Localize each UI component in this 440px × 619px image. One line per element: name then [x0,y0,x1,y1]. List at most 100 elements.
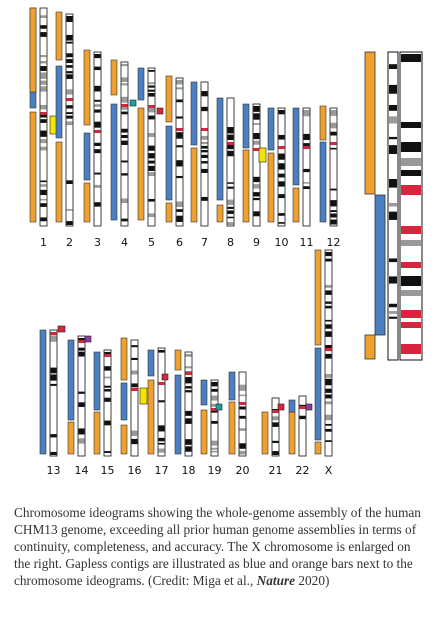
band-9 [253,197,260,201]
band-12 [330,131,337,136]
enlarged-x-detail-band [401,290,421,296]
band-17 [158,437,165,442]
enlarged-x-detail-band [401,276,421,286]
centromere-X [325,348,332,351]
band-19 [211,447,218,450]
chromosome-label-18: 18 [182,464,196,477]
band-1 [40,55,47,58]
band-12 [330,188,337,191]
band-5 [148,85,155,88]
band-14 [78,428,85,435]
marker-17 [161,373,169,381]
contig-bar-22 [288,399,296,413]
band-20 [239,428,246,431]
chromosome-label-4: 4 [121,236,128,249]
band-4 [121,77,128,82]
enlarged-x-detail-band [401,122,421,128]
band-2 [66,53,73,58]
band-X [325,305,332,309]
band-4 [121,218,128,222]
band-13 [50,451,57,455]
band-14 [78,347,85,351]
chromosome-label-9: 9 [253,236,260,249]
band-1 [40,180,47,183]
band-2 [66,121,73,126]
chromosome-label-11: 11 [300,236,314,249]
centromere-2 [66,98,73,101]
band-7 [201,154,208,159]
band-10 [278,134,285,140]
band-3 [94,142,101,146]
band-14 [78,351,85,357]
chromosome-13 [49,329,58,457]
band-X [325,414,332,421]
band-10 [278,213,285,216]
contig-bar-6 [165,202,173,223]
band-10 [278,194,285,199]
band-X [325,284,332,288]
centromere-17 [158,382,165,385]
band-1 [40,189,47,196]
centromere-16 [131,388,138,391]
contig-bar-10 [267,107,275,151]
chromosome-15 [103,349,112,457]
marker-16 [139,387,148,405]
centromere-13 [50,332,57,335]
marker-5 [156,107,164,115]
band-9 [253,176,260,183]
band-4 [121,140,128,145]
band-16 [131,345,138,348]
band-1 [40,72,47,79]
contig-bar-X [314,249,322,346]
band-9 [253,113,260,120]
chromosome-label-19: 19 [208,464,222,477]
enlarged-x-detail-band [401,54,421,62]
contig-bar-20 [228,401,236,455]
band-3 [94,149,101,154]
band-3 [94,104,101,107]
band-2 [66,34,73,41]
band-13 [50,335,57,342]
chromosome-8 [226,97,235,227]
enlarged-x-detail-band [401,310,421,318]
band-8 [227,216,234,219]
enlarged-x-detail-band [401,344,421,354]
band-X [325,373,332,378]
band-15 [104,420,111,426]
marker-14 [84,335,92,343]
chromosome-21 [271,397,280,457]
centromere-1 [40,112,47,115]
band-1 [40,104,47,110]
marker-21 [277,403,285,411]
contig-bar-17 [147,379,155,455]
band-4 [121,83,128,86]
enlarged-x-band [389,202,397,207]
band-15 [104,451,111,453]
enlarged-x-band [389,136,397,140]
contig-bar-4 [110,59,118,96]
contig-bar-21 [261,411,269,455]
chromosome-label-15: 15 [101,464,115,477]
band-20 [239,406,246,410]
band-5 [148,132,155,137]
chromosome-label-1: 1 [40,236,47,249]
enlarged-x-contig-orange-top [364,51,376,195]
enlarged-x-detail-band [401,158,421,166]
band-4 [121,173,128,176]
band-6 [176,145,183,148]
chromosome-label-2: 2 [66,236,73,249]
enlarged-x-band [389,145,397,154]
chromosome-18 [184,351,193,457]
band-12 [330,210,337,213]
chromosome-label-7: 7 [201,236,208,249]
band-18 [185,439,192,445]
band-18 [185,410,192,416]
band-13 [50,434,57,438]
band-13 [50,374,57,381]
band-11 [303,168,310,173]
band-6 [176,175,183,179]
band-X [325,290,332,295]
band-1 [40,15,47,19]
band-1 [40,60,47,64]
contig-bar-19 [200,379,208,406]
